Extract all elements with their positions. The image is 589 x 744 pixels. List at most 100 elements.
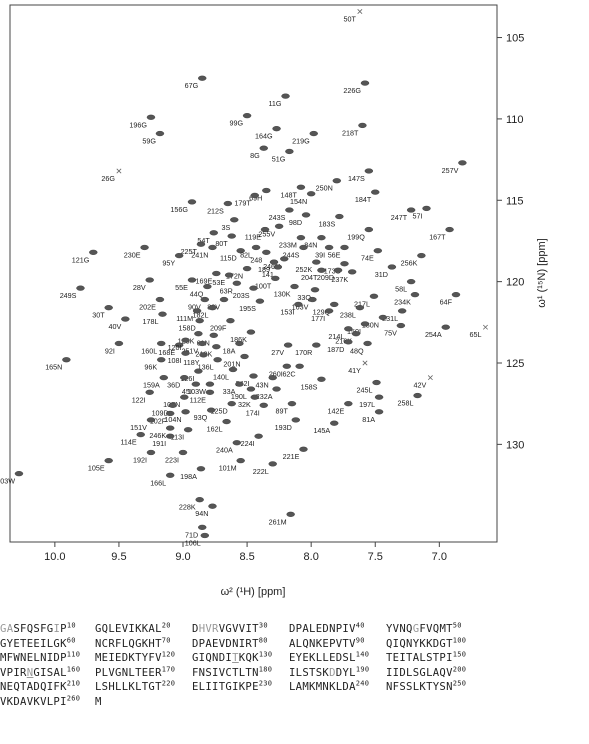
residues: VPIR [0, 666, 27, 679]
peak-label: 201N [223, 359, 240, 368]
peak [260, 226, 270, 233]
peak-label: 36D [167, 381, 180, 390]
sequence-block: GYETEEILGK60 [0, 637, 95, 652]
peak-label: 179T [234, 198, 251, 207]
peak [351, 331, 361, 337]
x-tick-label: 8.5 [239, 551, 254, 563]
peak [104, 305, 113, 311]
peak-label: 98D [289, 218, 302, 227]
residues: MFWNELNIDP [0, 652, 67, 665]
peak [235, 340, 244, 347]
residue-number: 230 [258, 679, 273, 688]
peak-label: 198A [180, 472, 197, 481]
peak-label: 140L [213, 373, 229, 382]
residues: IIDLSGLAQV [386, 666, 453, 679]
sequence-block: PLVGNLTEER170 [95, 666, 192, 681]
peak [208, 244, 217, 251]
peak-label: 102F [150, 416, 167, 425]
peak [312, 259, 321, 265]
peak [168, 402, 177, 408]
peak [296, 184, 306, 190]
peak-label: 145A [313, 426, 330, 435]
peak-marker [357, 9, 363, 14]
peak-label: 238L [340, 311, 356, 320]
peak-label: 217L [354, 299, 370, 308]
peak-label: 42V [414, 381, 427, 390]
peak [136, 432, 145, 438]
peak-label: 195S [239, 304, 256, 313]
peak [246, 386, 256, 392]
residues: D [335, 666, 343, 679]
peak-label: 100T [255, 281, 272, 290]
peak-label: 254A [425, 330, 442, 339]
peak-label: 203S [233, 291, 250, 300]
peak [145, 389, 154, 395]
peak [387, 264, 397, 270]
peak-label: 258L [398, 399, 414, 408]
peak-label: 109D [152, 408, 169, 417]
peak [208, 305, 217, 311]
peak-label: 180N [362, 320, 379, 329]
peak-label: 105E [88, 464, 105, 473]
peak [332, 178, 342, 184]
peak-label: 204T [301, 273, 318, 282]
residues: GYETEEILGK [0, 637, 67, 650]
peak [281, 93, 290, 99]
sequence-block: YVNQGFVQMT50 [386, 622, 483, 637]
peak-label: 221E [283, 452, 300, 461]
peak [268, 375, 277, 381]
peak-label: 74E [361, 254, 374, 263]
residues: MEIEDKTYFV [95, 652, 162, 665]
y-axis: 105 110 115 120 125 130 [497, 33, 524, 451]
peak [417, 253, 426, 259]
peak [273, 264, 283, 270]
residue-number: 140 [355, 650, 370, 659]
sequence-block: QIQNYKKDGT100 [386, 637, 483, 652]
residues: YL [342, 666, 356, 679]
residues: D [192, 623, 199, 635]
peak [200, 532, 210, 539]
peak [230, 217, 239, 223]
peak-label: 233M [279, 241, 297, 250]
peak-label: 125D [211, 407, 228, 416]
residue-number: 90 [355, 636, 365, 645]
peak-label: 223I [165, 456, 179, 465]
peak-label: 48Q [350, 346, 364, 355]
peak-label: 93Q [194, 413, 208, 422]
residues: PLVGNLTEER [95, 666, 162, 679]
peak [165, 425, 175, 431]
peak-label: 245L [357, 386, 373, 395]
residues: LSHLLKLTGT [95, 681, 162, 694]
peak-label: 63R [220, 286, 233, 295]
residues: NEQTADQIFK [0, 681, 67, 694]
peak [271, 275, 280, 281]
peak-label: 121G [72, 255, 90, 264]
peak-label: 56E [328, 250, 341, 259]
peak-label: 39I [315, 250, 325, 259]
peak-label: 252K [296, 265, 313, 274]
peaks-layer: 50T 67G 226G 11G 196G 99G 164G 218T 59G 219G 8G 51G… [0, 9, 488, 547]
peak-label: 260I [269, 369, 283, 378]
peak-label: 163V [292, 303, 309, 312]
peak-label: 209F [210, 324, 227, 333]
peak-label: 55E [175, 283, 188, 292]
peak [295, 363, 304, 369]
peak-label: 186K [230, 335, 247, 344]
sequence-block: ELIITGIKPE230 [192, 680, 289, 695]
peak-label: 243S [269, 213, 286, 222]
peak-label: 51G [272, 154, 286, 163]
peak [226, 318, 235, 324]
peak [195, 318, 204, 324]
residue-number: 40 [355, 621, 365, 630]
peak [219, 296, 229, 303]
peak [14, 471, 24, 477]
peak-label: 58L [395, 285, 407, 294]
peak-label: 41Y [348, 366, 361, 375]
peak [76, 285, 85, 291]
peak [272, 386, 281, 392]
peak-label: 147S [348, 174, 365, 183]
peak [114, 340, 124, 347]
peak-label: 33A [223, 387, 236, 396]
peak [198, 340, 207, 347]
peak [378, 314, 388, 321]
